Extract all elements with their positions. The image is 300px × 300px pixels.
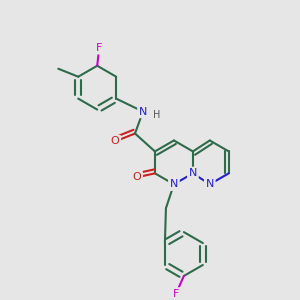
- Text: F: F: [96, 43, 102, 53]
- Text: O: O: [111, 136, 119, 146]
- Text: F: F: [173, 289, 179, 299]
- Text: H: H: [153, 110, 160, 120]
- Text: N: N: [170, 179, 178, 189]
- Text: N: N: [139, 106, 147, 117]
- Text: O: O: [133, 172, 141, 182]
- Text: N: N: [189, 168, 197, 178]
- Text: N: N: [206, 179, 214, 189]
